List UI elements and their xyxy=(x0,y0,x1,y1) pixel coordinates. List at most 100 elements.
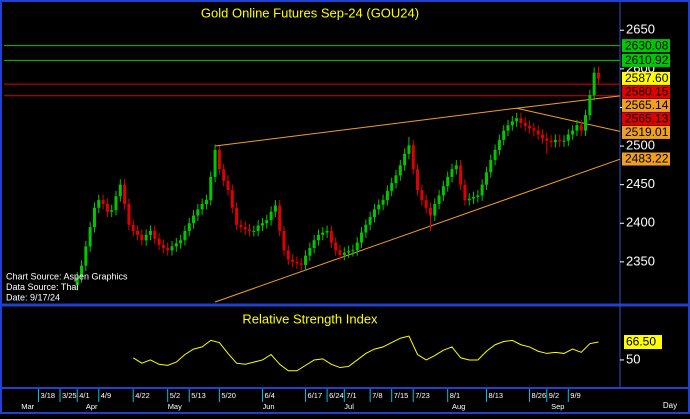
month-label: Jun xyxy=(262,402,274,411)
x-axis-label: Day xyxy=(663,401,677,410)
candle-body xyxy=(166,247,170,251)
candle-body xyxy=(265,220,269,224)
rsi-value-label: 66.50 xyxy=(626,335,656,349)
candle-body xyxy=(394,175,398,184)
candle-body xyxy=(161,244,165,248)
candle-body xyxy=(252,230,256,232)
candle-body xyxy=(148,230,152,235)
candle-body xyxy=(312,240,316,248)
x-tick-label: 3/25 xyxy=(62,391,77,400)
candle-body xyxy=(123,184,127,204)
candle-body xyxy=(80,265,84,278)
candle-body xyxy=(217,149,221,170)
price-label-box xyxy=(622,85,670,99)
y-tick-label: 50 xyxy=(626,351,640,366)
price-label: 2630.08 xyxy=(625,38,669,52)
candle-body xyxy=(575,125,579,131)
candle-body xyxy=(170,246,174,251)
candle-body xyxy=(381,200,385,205)
candle-body xyxy=(364,224,368,233)
candle-body xyxy=(110,210,114,212)
candle-body xyxy=(390,183,394,191)
x-tick-label: 9/2 xyxy=(549,391,559,400)
candle-body xyxy=(540,134,544,139)
candle-body xyxy=(200,203,204,210)
price-label-box xyxy=(622,112,670,126)
price-label: 2483.22 xyxy=(625,152,669,166)
candle-body xyxy=(153,230,157,239)
candle-body xyxy=(131,224,135,231)
candle-body xyxy=(476,195,480,198)
candle-body xyxy=(192,215,196,224)
candle-body xyxy=(403,153,407,166)
price-label: 2565.14 xyxy=(625,98,669,112)
x-tick-label: 4/9 xyxy=(101,391,111,400)
x-tick-label: 6/24 xyxy=(329,391,344,400)
candle-body xyxy=(420,190,424,201)
price-label: 2565.13 xyxy=(625,112,669,126)
candle-body xyxy=(256,225,260,231)
candle-body xyxy=(157,238,161,245)
candle-body xyxy=(243,227,247,230)
annotation: Date: 9/17/24 xyxy=(6,292,60,302)
candle-body xyxy=(84,246,88,266)
candle-body xyxy=(230,190,234,208)
candle-body xyxy=(571,130,575,135)
candle-body xyxy=(385,190,389,201)
candle-body xyxy=(493,149,497,160)
candle-body xyxy=(407,145,411,154)
candle-body xyxy=(278,205,282,231)
trend-line xyxy=(516,107,621,132)
candle-body xyxy=(506,125,510,131)
candle-body xyxy=(562,140,566,142)
candle-body xyxy=(308,247,312,256)
candle-body xyxy=(334,242,338,251)
price-label: 2587.60 xyxy=(625,71,669,85)
candle-body xyxy=(260,223,264,226)
candle-body xyxy=(140,234,144,241)
month-label: Jul xyxy=(344,402,354,411)
price-label-box xyxy=(622,152,670,166)
candle-body xyxy=(463,184,467,201)
candle-body xyxy=(566,134,570,141)
candle-body xyxy=(480,184,484,196)
candle-body xyxy=(338,250,342,255)
x-tick-label: 7/23 xyxy=(415,391,430,400)
candle-body xyxy=(342,252,346,255)
candle-body xyxy=(484,172,488,185)
candle-body xyxy=(136,230,140,235)
candle-body xyxy=(592,72,596,96)
candle-body xyxy=(428,207,432,216)
candle-body xyxy=(97,200,101,208)
candle-body xyxy=(114,196,118,211)
candle-body xyxy=(286,250,290,260)
candle-body xyxy=(295,261,299,264)
candle-body xyxy=(433,203,437,216)
x-tick-label: 3/18 xyxy=(40,391,55,400)
candle-body xyxy=(588,95,592,116)
candle-body xyxy=(299,263,303,265)
price-label: 2580.15 xyxy=(625,85,669,99)
candle-body xyxy=(325,230,329,233)
month-label: Apr xyxy=(86,402,98,411)
annotation: Chart Source: Aspen Graphics xyxy=(6,271,128,281)
month-label: Sep xyxy=(551,402,564,411)
candle-body xyxy=(377,204,381,210)
candle-body xyxy=(204,200,208,204)
candle-body xyxy=(213,149,217,177)
candle-body xyxy=(497,139,501,150)
candle-body xyxy=(515,118,519,122)
candle-body xyxy=(144,234,148,241)
candle-body xyxy=(329,230,333,243)
annotation: Data Source: Thai xyxy=(6,282,78,292)
rsi-value-box xyxy=(624,335,662,350)
y-tick-label: 2650 xyxy=(626,22,655,37)
x-tick-label: 8/1 xyxy=(450,391,460,400)
candle-body xyxy=(92,207,96,228)
candle-body xyxy=(183,230,187,241)
candle-body xyxy=(532,128,536,131)
candle-body xyxy=(398,165,402,176)
candle-body xyxy=(347,251,351,253)
